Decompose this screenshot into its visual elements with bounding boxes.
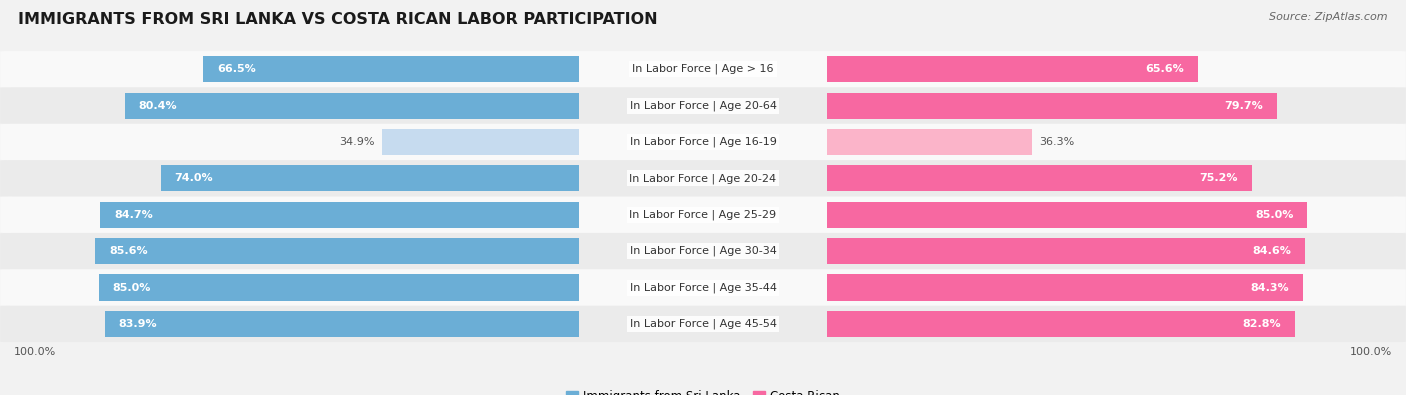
Text: In Labor Force | Age 35-44: In Labor Force | Age 35-44 [630, 282, 776, 293]
Text: In Labor Force | Age 45-54: In Labor Force | Age 45-54 [630, 319, 776, 329]
Text: 75.2%: 75.2% [1199, 173, 1239, 183]
FancyBboxPatch shape [0, 160, 1406, 197]
Text: 85.6%: 85.6% [110, 246, 148, 256]
FancyBboxPatch shape [0, 306, 1406, 342]
Text: In Labor Force | Age 25-29: In Labor Force | Age 25-29 [630, 209, 776, 220]
Bar [160, 165, 579, 192]
Text: In Labor Force | Age 30-34: In Labor Force | Age 30-34 [630, 246, 776, 256]
FancyBboxPatch shape [0, 197, 1406, 233]
Text: 84.6%: 84.6% [1253, 246, 1291, 256]
Text: 82.8%: 82.8% [1243, 319, 1281, 329]
Text: In Labor Force | Age 20-24: In Labor Force | Age 20-24 [630, 173, 776, 184]
Text: 85.0%: 85.0% [112, 282, 150, 293]
Bar [125, 92, 579, 119]
Bar [105, 311, 579, 337]
Bar [204, 56, 579, 82]
Text: 84.3%: 84.3% [1251, 282, 1289, 293]
Text: 85.0%: 85.0% [1256, 210, 1294, 220]
Text: 66.5%: 66.5% [217, 64, 256, 74]
Bar [827, 202, 1308, 228]
Text: 74.0%: 74.0% [174, 173, 214, 183]
Text: 80.4%: 80.4% [139, 101, 177, 111]
Text: Source: ZipAtlas.com: Source: ZipAtlas.com [1270, 12, 1388, 22]
Text: 34.9%: 34.9% [339, 137, 375, 147]
Bar [96, 238, 579, 264]
Text: 79.7%: 79.7% [1225, 101, 1264, 111]
Bar [382, 129, 579, 155]
Bar [98, 275, 579, 301]
Bar [827, 129, 1032, 155]
Text: 100.0%: 100.0% [14, 346, 56, 357]
Bar [827, 238, 1305, 264]
Text: 65.6%: 65.6% [1144, 64, 1184, 74]
Bar [827, 92, 1277, 119]
Text: IMMIGRANTS FROM SRI LANKA VS COSTA RICAN LABOR PARTICIPATION: IMMIGRANTS FROM SRI LANKA VS COSTA RICAN… [18, 12, 658, 27]
FancyBboxPatch shape [0, 233, 1406, 269]
Bar [827, 275, 1303, 301]
Text: 100.0%: 100.0% [1350, 346, 1392, 357]
Legend: Immigrants from Sri Lanka, Costa Rican: Immigrants from Sri Lanka, Costa Rican [561, 385, 845, 395]
FancyBboxPatch shape [0, 87, 1406, 124]
FancyBboxPatch shape [0, 269, 1406, 306]
Text: 83.9%: 83.9% [118, 319, 157, 329]
Text: In Labor Force | Age 16-19: In Labor Force | Age 16-19 [630, 137, 776, 147]
Text: 36.3%: 36.3% [1039, 137, 1074, 147]
Text: In Labor Force | Age 20-64: In Labor Force | Age 20-64 [630, 100, 776, 111]
Bar [100, 202, 579, 228]
Bar [827, 165, 1251, 192]
Bar [827, 56, 1198, 82]
Bar [827, 311, 1295, 337]
Text: In Labor Force | Age > 16: In Labor Force | Age > 16 [633, 64, 773, 75]
FancyBboxPatch shape [0, 51, 1406, 87]
FancyBboxPatch shape [0, 124, 1406, 160]
Text: 84.7%: 84.7% [114, 210, 153, 220]
